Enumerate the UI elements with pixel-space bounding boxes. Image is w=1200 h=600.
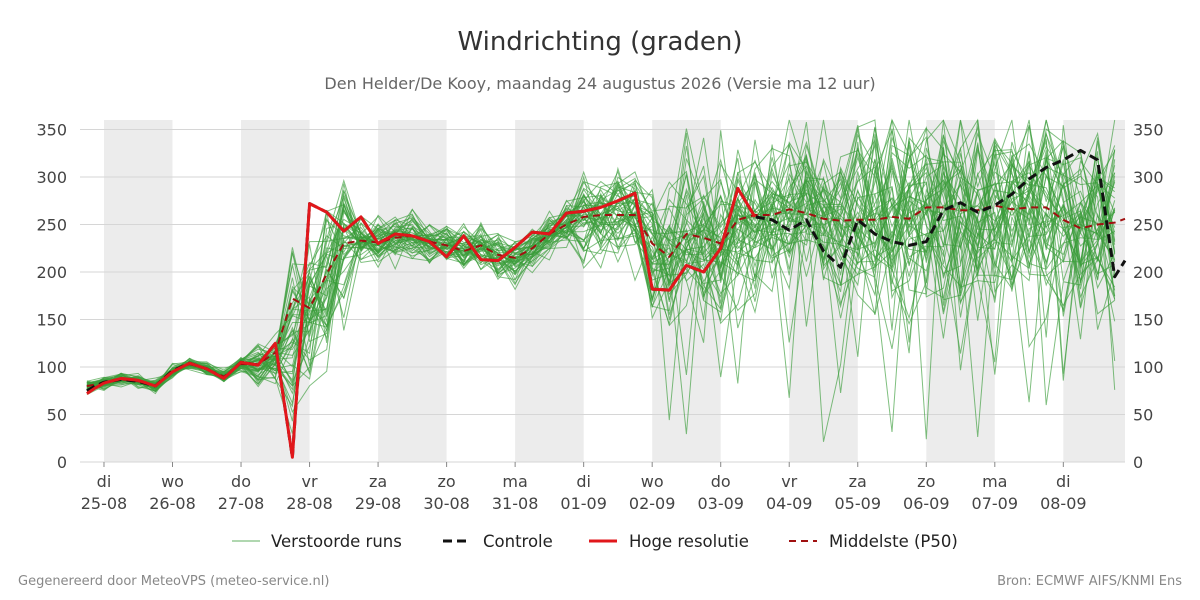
x-tick-date-10: 04-09 (766, 494, 813, 513)
y-axis-right: 0 50 100 150 200 250 300 350 (1133, 121, 1164, 473)
chart-subtitle: Den Helder/De Kooy, maandag 24 augustus … (324, 74, 875, 93)
x-tick-day-3: vr (302, 472, 318, 491)
legend-label-control: Controle (483, 532, 553, 551)
y-tick-left-50: 50 (47, 406, 67, 425)
x-tick-date-2: 27-08 (218, 494, 265, 513)
ensemble-member-44 (86, 136, 1116, 390)
y-tick-right-150: 150 (1133, 311, 1164, 330)
x-tick-day-14: di (1056, 472, 1071, 491)
y-tick-left-100: 100 (36, 358, 67, 377)
x-tick-date-4: 29-08 (355, 494, 402, 513)
x-tick-date-0: 25-08 (81, 494, 128, 513)
footer-credit: Gegenereerd door MeteoVPS (meteo-service… (18, 574, 329, 589)
x-tick-day-4: za (369, 472, 387, 491)
y-tick-left-350: 350 (36, 121, 67, 140)
ensemble-member-42 (86, 119, 1116, 391)
chart-title: Windrichting (graden) (457, 27, 742, 57)
ensemble-member-5 (86, 146, 1116, 414)
y-tick-left-250: 250 (36, 216, 67, 235)
y-axis-left: 0 50 100 150 200 250 300 350 (36, 121, 67, 473)
x-tick-day-1: wo (161, 472, 184, 491)
x-tick-day-0: di (97, 472, 112, 491)
legend-label-ensemble: Verstoorde runs (271, 532, 402, 551)
y-tick-right-100: 100 (1133, 358, 1164, 377)
ensemble-member-38 (86, 119, 1116, 387)
shaded-day-3 (515, 120, 584, 462)
x-tick-day-5: zo (438, 472, 456, 491)
x-tick-day-13: ma (982, 472, 1007, 491)
x-tick-date-3: 28-08 (286, 494, 333, 513)
ensemble-member-43 (86, 131, 1116, 388)
y-tick-right-300: 300 (1133, 168, 1164, 187)
ensemble-member-27 (86, 147, 1116, 435)
y-tick-left-300: 300 (36, 168, 67, 187)
x-tick-day-7: di (576, 472, 591, 491)
y-tick-right-0: 0 (1133, 453, 1143, 472)
y-tick-left-200: 200 (36, 263, 67, 282)
x-tick-day-8: wo (641, 472, 664, 491)
x-tick-date-9: 03-09 (697, 494, 744, 513)
ensemble-member-39 (86, 141, 1116, 388)
legend-label-median: Middelste (P50) (829, 532, 958, 551)
ensemble-member-35 (86, 119, 1116, 391)
x-tick-day-11: za (849, 472, 867, 491)
x-tick-date-12: 06-09 (903, 494, 950, 513)
x-tick-day-10: vr (781, 472, 797, 491)
x-tick-date-1: 26-08 (149, 494, 196, 513)
x-tick-date-14: 08-09 (1040, 494, 1087, 513)
legend: Verstoorde runs Controle Hoge resolutie … (232, 532, 958, 551)
y-tick-right-250: 250 (1133, 216, 1164, 235)
ensemble-member-37 (86, 124, 1115, 393)
shaded-day-2 (378, 120, 447, 462)
x-axis: di 25-08 wo 26-08 do 27-08 vr 28-08 za 29-08 zo 30-… (81, 462, 1087, 513)
x-tick-date-6: 31-08 (492, 494, 539, 513)
footer-source: Bron: ECMWF AIFS/KNMI Ens (997, 574, 1182, 589)
x-tick-date-5: 30-08 (423, 494, 470, 513)
x-tick-day-6: ma (502, 472, 527, 491)
y-tick-right-50: 50 (1133, 406, 1153, 425)
x-tick-date-8: 02-09 (629, 494, 676, 513)
x-tick-day-12: zo (917, 472, 935, 491)
x-tick-date-13: 07-09 (972, 494, 1019, 513)
x-tick-date-7: 01-09 (560, 494, 607, 513)
ensemble-member-23 (86, 138, 1116, 388)
series-median (86, 204, 1126, 387)
x-tick-date-11: 05-09 (835, 494, 882, 513)
ensemble-member-47 (86, 145, 1116, 438)
ensemble-lines (86, 118, 1116, 442)
x-tick-day-2: do (231, 472, 251, 491)
legend-label-highres: Hoge resolutie (629, 532, 749, 551)
y-tick-right-200: 200 (1133, 263, 1164, 282)
ensemble-member-32 (86, 144, 1116, 395)
x-tick-day-9: do (711, 472, 731, 491)
main-series (86, 148, 1127, 459)
series-highres (86, 186, 757, 459)
y-tick-left-0: 0 (57, 453, 67, 472)
y-tick-left-150: 150 (36, 311, 67, 330)
y-tick-right-350: 350 (1133, 121, 1164, 140)
shaded-day-0 (103, 120, 173, 462)
ensemble-member-49 (86, 128, 1116, 390)
